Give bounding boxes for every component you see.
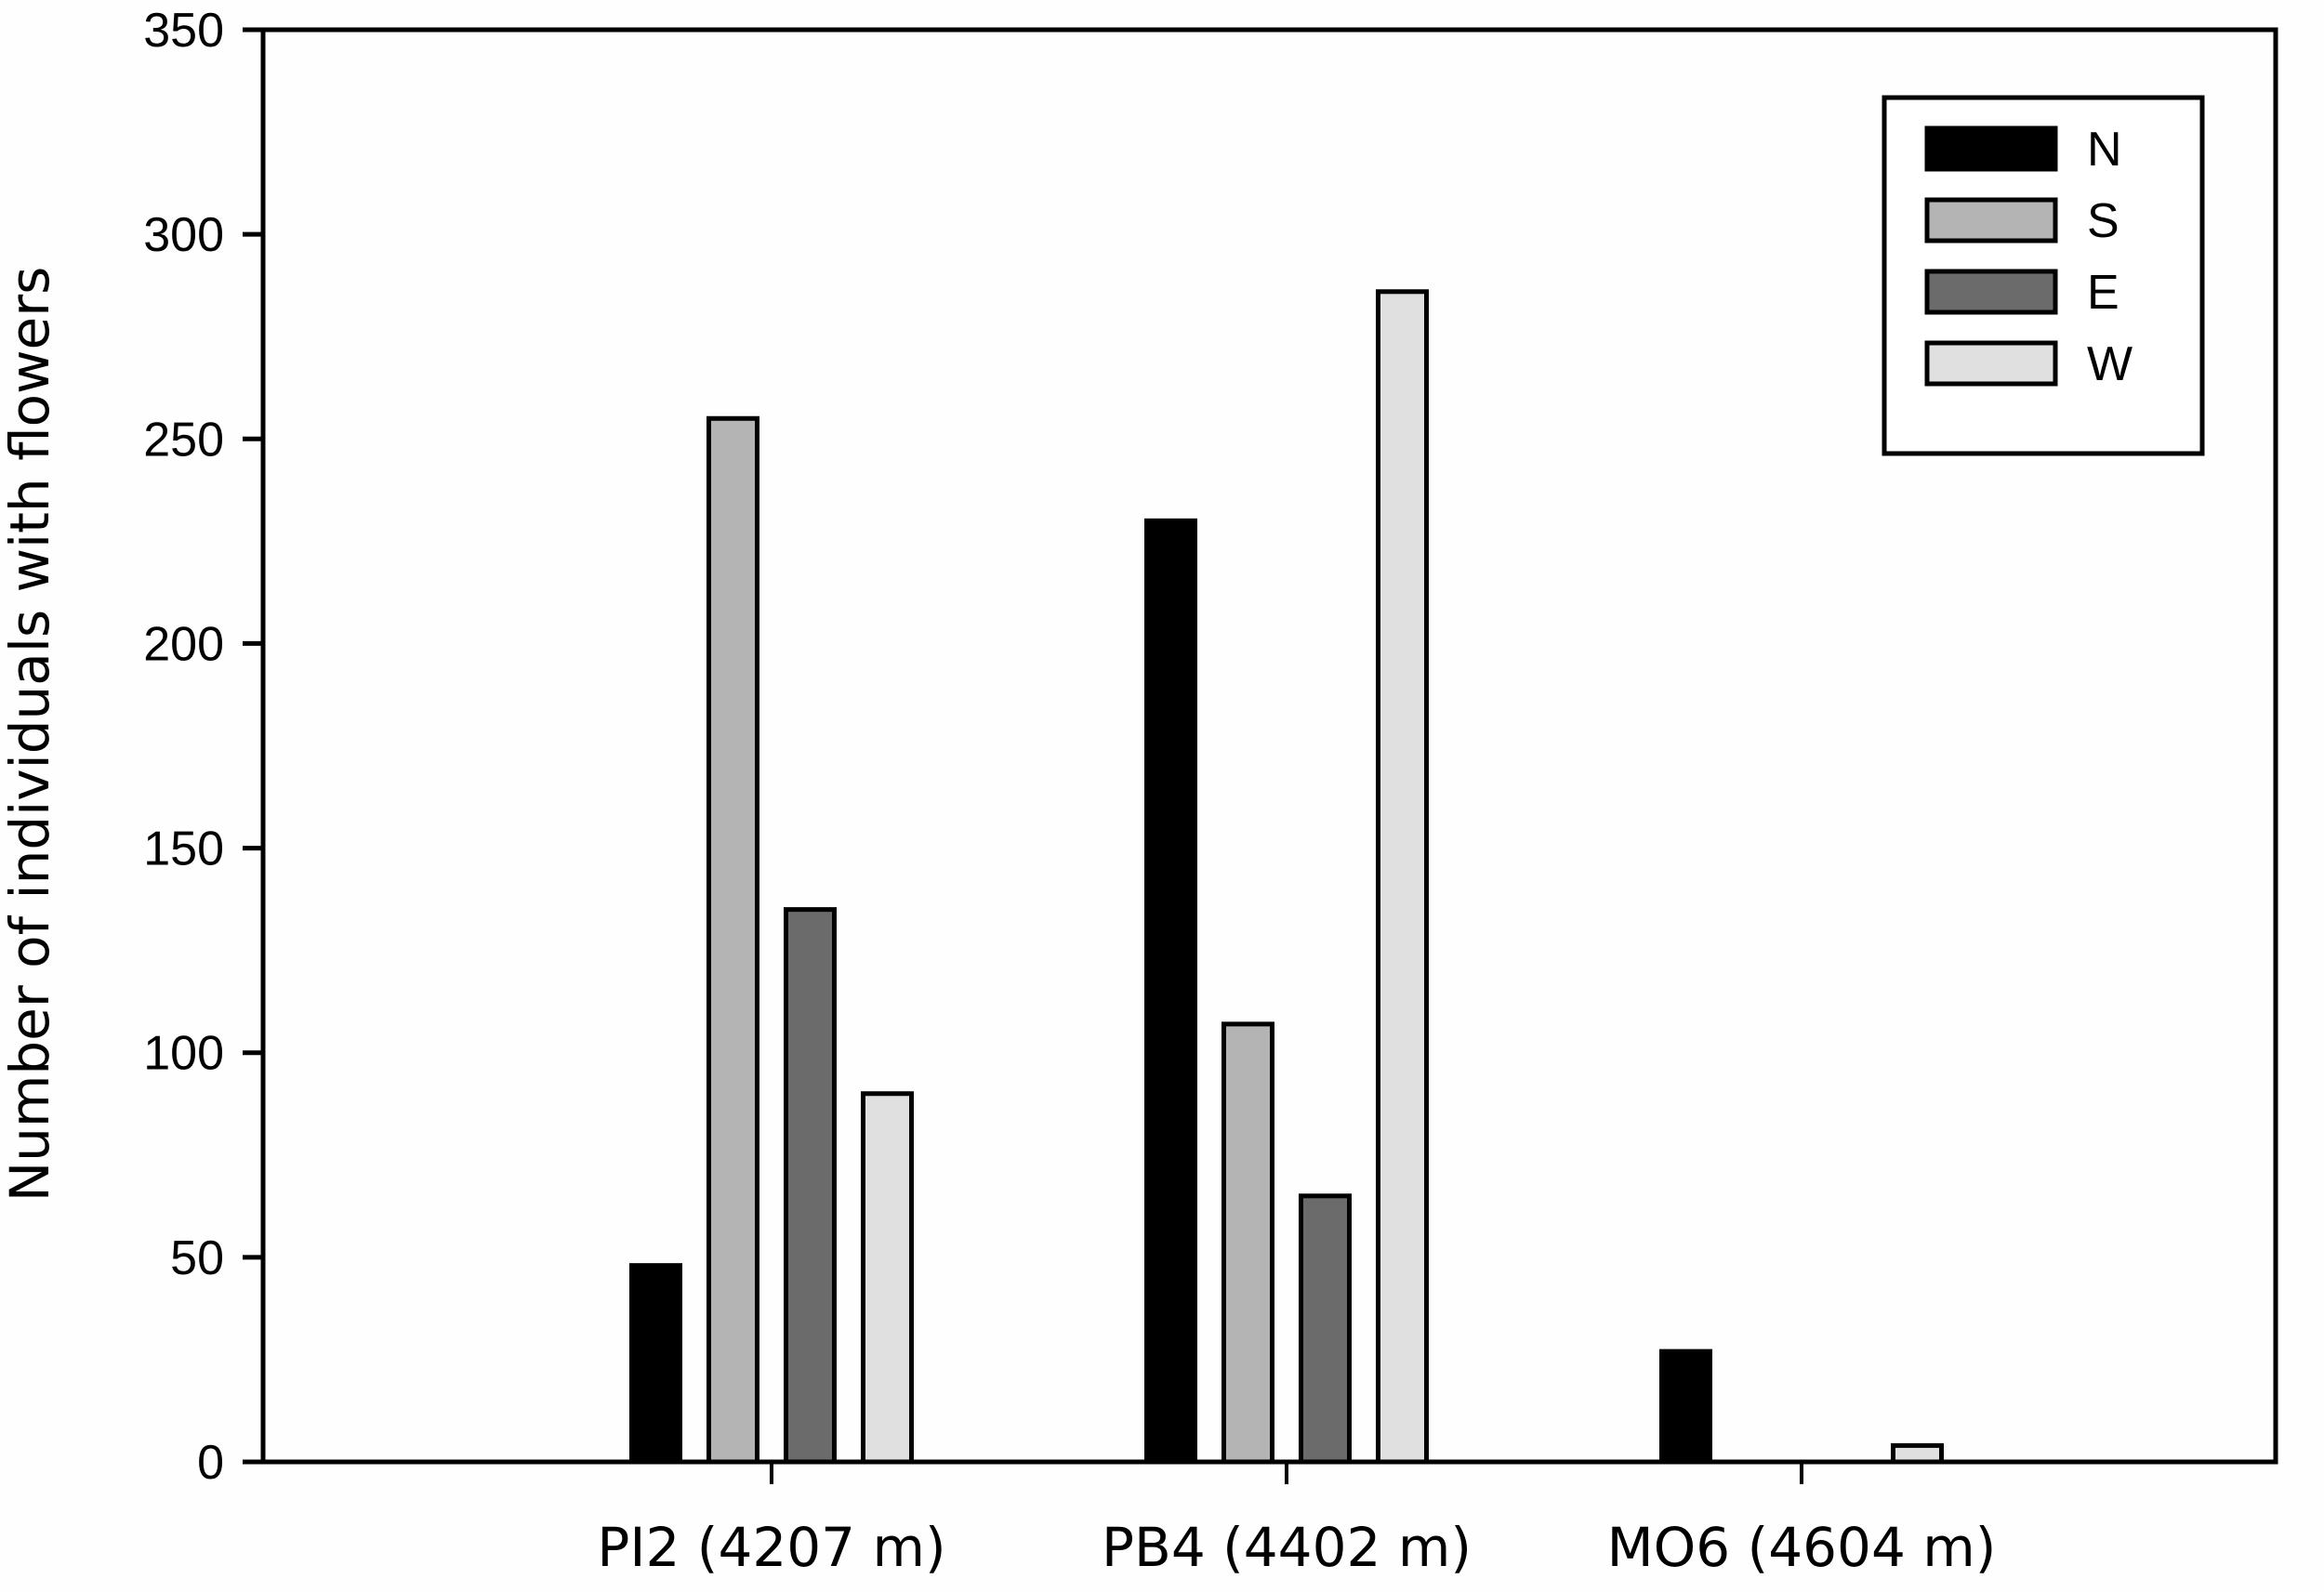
bar-n-2 xyxy=(1659,1349,1712,1465)
bar-s-0 xyxy=(706,415,759,1465)
bars xyxy=(629,289,1944,1465)
bar-s-1 xyxy=(1221,1021,1274,1465)
legend-swatch-s xyxy=(1924,197,2058,243)
y-tick-label: 250 xyxy=(143,413,224,467)
y-axis-label: Number of individuals with flowers xyxy=(0,267,61,1203)
y-tick-label: 200 xyxy=(143,617,224,671)
legend-label-w: W xyxy=(2087,337,2133,391)
y-tick-label: 350 xyxy=(143,4,224,58)
x-axis: PI2 (4207 m) PB4 (4402 m) MO6 (4604 m) xyxy=(597,1462,1996,1579)
y-tick-label: 150 xyxy=(143,822,224,876)
bar-w-1 xyxy=(1376,289,1429,1465)
bar-n-0 xyxy=(629,1263,682,1465)
legend-swatch-e xyxy=(1924,269,2058,315)
y-tick-label: 100 xyxy=(143,1027,224,1081)
bar-w-0 xyxy=(861,1091,914,1465)
legend-swatch-w xyxy=(1924,340,2058,387)
x-tick-label: MO6 (4604 m) xyxy=(1607,1516,1997,1579)
bar-n-1 xyxy=(1144,518,1197,1465)
y-tick-label: 50 xyxy=(170,1231,224,1285)
y-tick-label: 300 xyxy=(143,208,224,262)
legend-swatch-n xyxy=(1924,125,2058,172)
legend-label-s: S xyxy=(2087,194,2119,248)
bar-e-0 xyxy=(784,907,837,1465)
y-tick-label: 0 xyxy=(197,1436,224,1490)
legend-label-e: E xyxy=(2087,266,2119,320)
legend-label-n: N xyxy=(2087,123,2122,177)
x-tick-label: PB4 (4402 m) xyxy=(1102,1516,1472,1579)
bar-e-1 xyxy=(1299,1193,1352,1465)
y-axis: 0 50 100 150 200 250 300 350 xyxy=(143,4,263,1490)
bar-w-2 xyxy=(1891,1442,1944,1465)
x-tick-label: PI2 (4207 m) xyxy=(597,1516,945,1579)
